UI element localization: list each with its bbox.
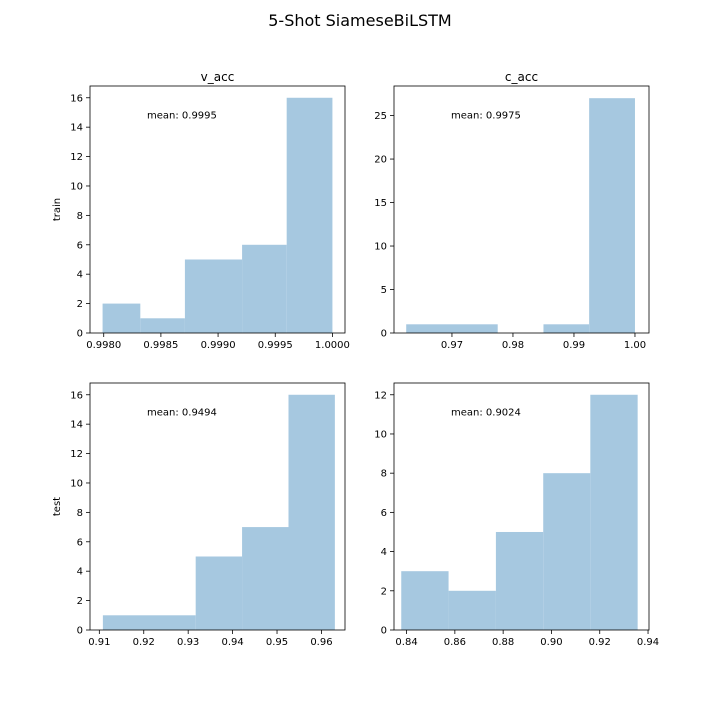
y-tick-label: 12 [70,449,83,460]
histogram-bar [195,556,243,630]
x-tick-label: 0.96 [310,637,332,648]
y-axis-label: test [52,497,63,516]
histogram-bar [184,259,243,333]
y-tick-label: 4 [381,547,387,558]
y-tick-label: 10 [374,429,387,440]
x-tick-label: 0.97 [441,340,463,351]
y-tick-label: 14 [70,123,83,134]
histogram-bar [590,394,638,630]
y-tick-label: 8 [381,469,387,480]
x-tick-label: 1.00 [624,340,646,351]
y-tick-label: 10 [374,242,387,253]
x-tick-label: 0.95 [266,637,288,648]
histogram-bar [495,531,544,630]
histogram-bar [102,615,196,630]
y-tick-label: 0 [77,329,83,340]
x-tick-label: 0.84 [395,637,417,648]
subplot-title: v_acc [201,70,235,84]
y-tick-label: 5 [381,285,387,296]
y-tick-label: 16 [70,93,83,104]
x-tick-label: 0.99 [563,340,585,351]
y-tick-label: 2 [77,596,83,607]
x-tick-label: 0.86 [444,637,466,648]
axes-frame [89,85,346,334]
x-tick-label: 0.91 [88,637,110,648]
y-tick-label: 14 [70,420,83,431]
subplot-2: 0.97 0.98 0.99 1.00 0 5 10 15 20 25 c_acc mean: 0.9… [374,70,650,351]
x-tick-label: 0.94 [637,637,659,648]
y-tick-label: 2 [77,299,83,310]
axes-frame [89,382,346,631]
subplot-title: c_acc [505,70,538,84]
figure-title: 5-Shot SiameseBiLSTM [268,11,451,30]
histogram-bar [288,394,335,630]
y-tick-label: 6 [381,508,387,519]
y-tick-label: 4 [77,270,83,281]
x-tick-label: 0.88 [492,637,514,648]
histogram-bar [401,571,449,630]
histogram-bar [102,303,141,333]
histogram-bar [448,590,496,630]
x-tick-label: 0.90 [540,637,562,648]
y-tick-label: 8 [77,508,83,519]
y-tick-label: 20 [374,155,387,166]
y-tick-label: 6 [77,537,83,548]
x-tick-label: 0.9980 [86,340,121,351]
x-tick-label: 0.94 [221,637,243,648]
histogram-bar [242,244,287,333]
y-tick-label: 0 [77,626,83,637]
y-tick-label: 4 [77,567,83,578]
subplot-1: 0.9980 0.9985 0.9990 0.9995 1.0000 0 2 4 6 8 10 12 1… [52,70,350,351]
y-tick-label: 12 [374,390,387,401]
y-tick-label: 0 [381,329,387,340]
mean-annotation: mean: 0.9024 [451,408,521,419]
y-tick-label: 6 [77,240,83,251]
mean-annotation: mean: 0.9995 [147,111,217,122]
x-tick-label: 0.92 [133,637,155,648]
histogram-bar [589,98,635,333]
mean-annotation: mean: 0.9494 [147,408,217,419]
y-axis-label: train [52,198,63,221]
x-tick-label: 0.93 [177,637,199,648]
x-tick-label: 1.0000 [315,340,350,351]
subplot-3: 0.91 0.92 0.93 0.94 0.95 0.96 0 2 4 6 8 10 12 14 16 tes… [52,382,346,648]
x-tick-label: 0.9985 [143,340,178,351]
histogram-bar [140,318,185,333]
x-tick-label: 0.92 [589,637,611,648]
histogram-bar [543,473,591,630]
mean-annotation: mean: 0.9975 [451,111,521,122]
y-tick-label: 25 [374,111,387,122]
histogram-bar [543,324,590,333]
subplot-4: 0.84 0.86 0.88 0.90 0.92 0.94 0 2 4 6 8 10 12 mean: 0… [374,382,659,648]
y-tick-label: 15 [374,198,387,209]
y-tick-label: 0 [381,626,387,637]
axes-frame [393,85,650,334]
x-tick-label: 0.9990 [201,340,236,351]
y-tick-label: 8 [77,211,83,222]
y-tick-label: 10 [70,478,83,489]
axes-frame [393,382,650,631]
histogram-bar [286,97,333,333]
y-tick-label: 16 [70,390,83,401]
y-tick-label: 10 [70,181,83,192]
x-tick-label: 0.98 [502,340,524,351]
histogram-bar [406,324,498,333]
histogram-bar [242,527,289,630]
x-tick-label: 0.9995 [258,340,293,351]
y-tick-label: 12 [70,152,83,163]
y-tick-label: 2 [381,586,387,597]
